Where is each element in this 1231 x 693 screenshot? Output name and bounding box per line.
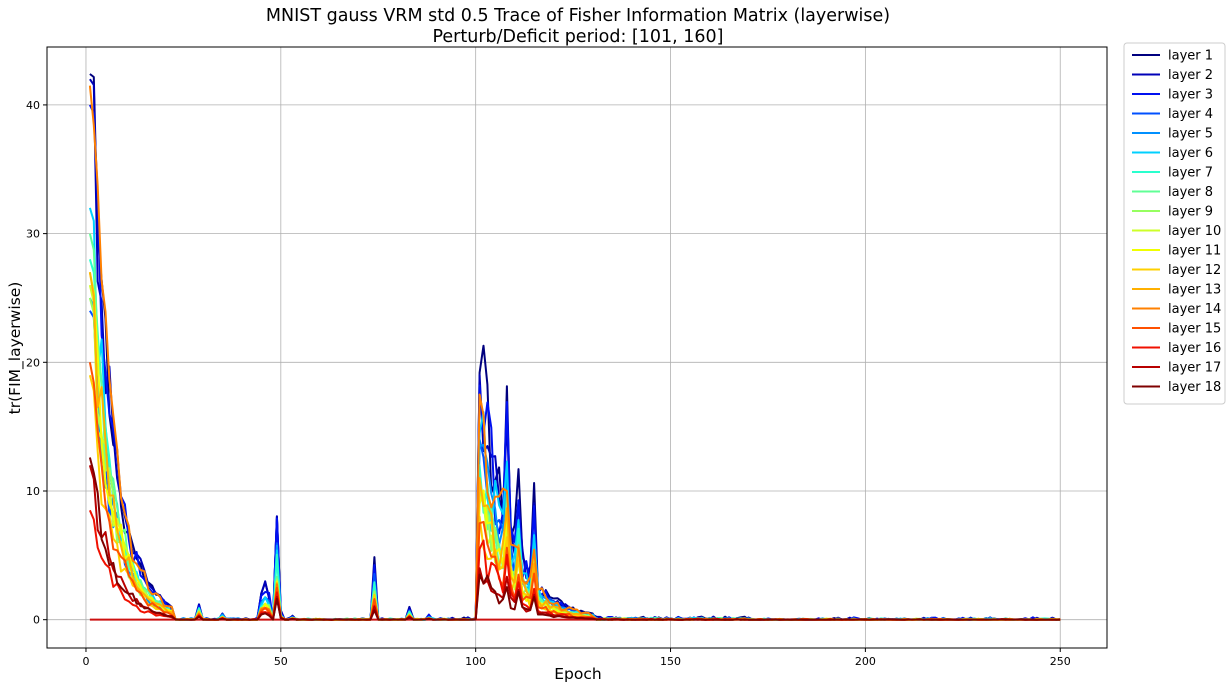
legend-entry: layer 8 <box>1168 185 1213 200</box>
x-tick-label: 0 <box>82 655 89 668</box>
plot-frame <box>46 46 1108 649</box>
grid <box>47 47 1107 648</box>
series-line-5 <box>88 297 1061 621</box>
legend-entry: layer 13 <box>1168 283 1221 298</box>
legend-entry: layer 6 <box>1168 146 1213 161</box>
legend-entry: layer 7 <box>1168 166 1213 181</box>
y-tick-label: 0 <box>33 614 40 627</box>
series-line-8 <box>88 233 1061 621</box>
y-tick-label: 30 <box>26 228 40 241</box>
x-tick-label: 150 <box>660 655 681 668</box>
series-lines <box>88 73 1061 621</box>
y-tick-label: 20 <box>26 356 40 369</box>
axis-ticks: 0 50 100 150 200 250 0 10 20 30 40 <box>26 99 1071 668</box>
series-line-4 <box>89 310 1061 621</box>
chart-title-line1: MNIST gauss VRM std 0.5 Trace of Fisher … <box>266 6 890 26</box>
legend-entry: layer 4 <box>1168 107 1213 122</box>
x-tick-label: 50 <box>274 655 288 668</box>
legend: layer 1 layer 2 layer 3 layer 4 layer 5 layer… <box>1123 42 1226 405</box>
series-line-17 <box>88 465 1061 621</box>
legend-entry: layer 1 <box>1168 49 1213 64</box>
y-axis-label: tr(FIM_layerwise) <box>6 282 25 415</box>
legend-entry: layer 14 <box>1168 302 1221 317</box>
legend-entry: layer 10 <box>1168 224 1221 239</box>
series-line-2 <box>89 78 1061 621</box>
series-line-6 <box>88 207 1061 621</box>
series-line-13 <box>88 272 1061 621</box>
chart-title-line2: Perturb/Deficit period: [101, 160] <box>432 27 723 47</box>
series-line-1 <box>89 73 1061 621</box>
series-line-14 <box>88 85 1061 621</box>
series-line-18 <box>88 457 1061 621</box>
series-line-9 <box>88 297 1061 621</box>
series-line-10 <box>88 284 1061 621</box>
x-axis-label: Epoch <box>554 665 601 683</box>
legend-entry: layer 11 <box>1168 244 1221 259</box>
y-tick-label: 10 <box>26 485 40 498</box>
legend-entry: layer 12 <box>1168 263 1221 278</box>
y-tick-label: 40 <box>26 99 40 112</box>
series-line-12 <box>88 374 1061 621</box>
legend-entry: layer 17 <box>1168 361 1221 376</box>
series-line-11 <box>88 272 1061 621</box>
legend-entry: layer 9 <box>1168 205 1213 220</box>
legend-entry: layer 2 <box>1168 68 1213 83</box>
legend-entry: layer 5 <box>1168 127 1213 142</box>
x-tick-label: 250 <box>1050 655 1071 668</box>
legend-entry: layer 15 <box>1168 322 1221 337</box>
series-line-16 <box>88 509 1061 621</box>
legend-entry: layer 18 <box>1168 380 1221 395</box>
x-tick-label: 100 <box>465 655 486 668</box>
legend-entry: layer 16 <box>1168 341 1221 356</box>
legend-entry: layer 3 <box>1168 88 1213 103</box>
x-tick-label: 200 <box>855 655 876 668</box>
series-line-7 <box>88 259 1061 621</box>
